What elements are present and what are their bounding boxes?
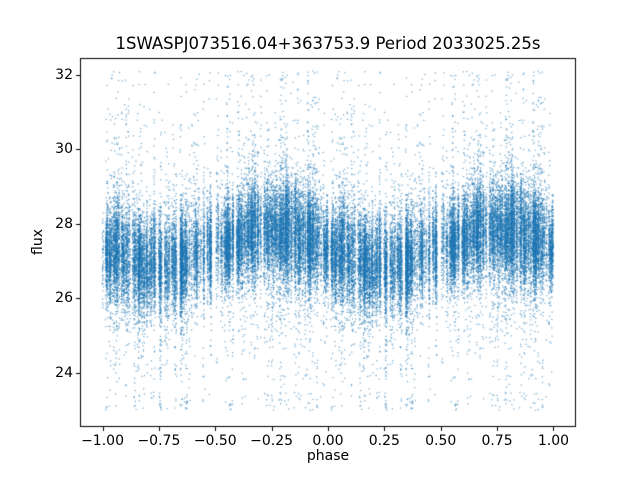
x-tick-label: −0.50: [193, 433, 237, 449]
x-axis-label: phase: [306, 448, 350, 464]
x-tick-label: 0.25: [368, 433, 400, 449]
y-tick-label: 32: [55, 66, 73, 83]
x-tick-label: 1.00: [537, 433, 570, 449]
x-tick-label: −0.75: [137, 433, 181, 449]
y-tick-label: 30: [55, 141, 73, 158]
y-tick-label: 28: [55, 215, 73, 232]
x-tick-label: −0.25: [250, 433, 294, 449]
x-tick-label: 0.75: [481, 433, 513, 449]
y-tick-label: 26: [55, 290, 73, 307]
x-tick-label: 0.00: [312, 433, 344, 449]
x-tick-label: 0.50: [425, 433, 457, 449]
y-axis-label-text: flux: [30, 229, 46, 255]
y-tick-label: 24: [55, 364, 73, 381]
x-tick-label: −1.00: [81, 433, 124, 449]
chart-title: 1SWASPJ073516.04+363753.9 Period 2033025…: [115, 34, 541, 53]
